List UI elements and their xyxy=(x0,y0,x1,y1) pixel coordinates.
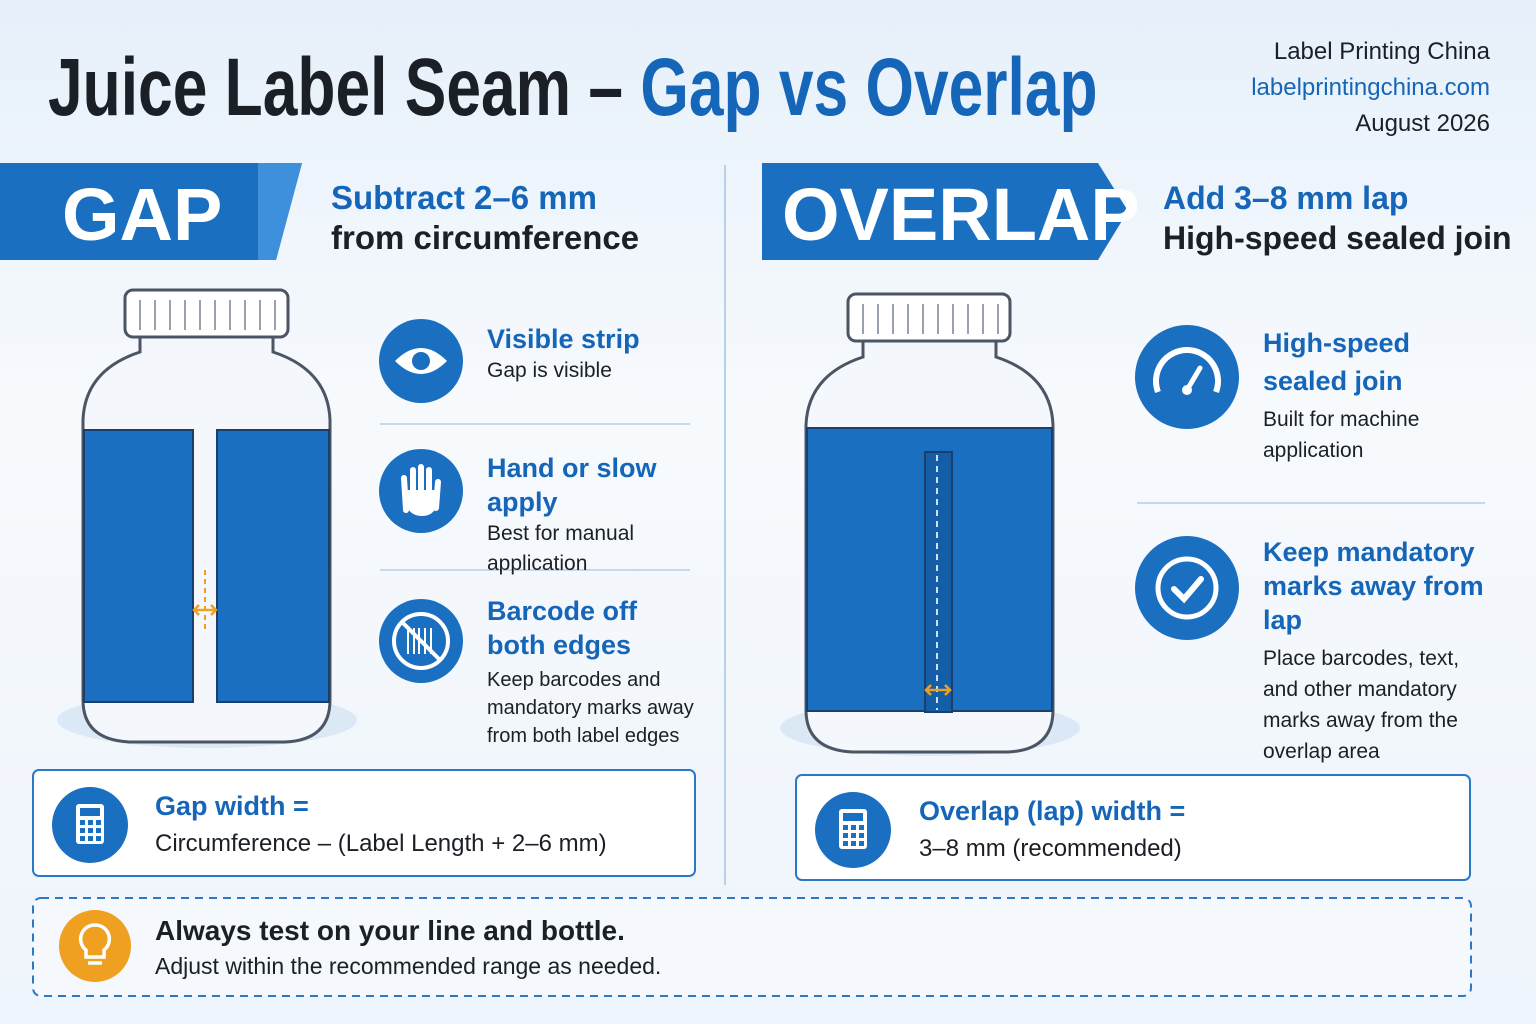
gap-heading: Subtract 2–6 mm from circumference xyxy=(331,178,639,258)
gap-feature: Hand or slow apply Best for manual applic… xyxy=(487,451,707,579)
tip-title: Always test on your line and bottle. xyxy=(155,915,625,946)
feature-text: Gap is visible xyxy=(487,359,612,382)
gap-badge: GAP xyxy=(62,173,223,256)
overlap-subhead: High-speed sealed join xyxy=(1163,220,1512,256)
feature-title: High-speed sealed join xyxy=(1263,328,1411,396)
overlap-headline: Add 3–8 mm lap xyxy=(1163,180,1409,216)
gap-formula: Gap width = Circumference – (Label Length… xyxy=(155,789,607,865)
gap-feature: Visible strip Gap is visible xyxy=(487,322,707,386)
overlap-feature: Keep mandatory marks away from lap Place … xyxy=(1263,535,1513,767)
formula-text: 3–8 mm (recommended) xyxy=(919,835,1182,862)
tip: Always test on your line and bottle. Adju… xyxy=(155,913,661,983)
feature-text: Place barcodes, text, and other mandator… xyxy=(1263,647,1460,763)
overlap-feature: High-speed sealed join Built for machine … xyxy=(1263,324,1503,466)
gap-feature: Barcode off both edges Keep barcodes and … xyxy=(487,594,707,750)
gap-subhead: from circumference xyxy=(331,219,640,256)
feature-title: Keep mandatory marks away from lap xyxy=(1263,537,1484,635)
feature-text: Keep barcodes and mandatory marks away f… xyxy=(487,669,694,747)
brand: Label Printing China xyxy=(1273,38,1490,65)
feature-text: Built for machine application xyxy=(1263,408,1420,462)
formula-text: Circumference – (Label Length + 2–6 mm) xyxy=(155,830,607,857)
feature-title: Hand or slow apply xyxy=(487,453,657,517)
brand-block: Label Printing China labelprintingchina.… xyxy=(1251,34,1490,142)
overlap-badge: OVERLAP xyxy=(782,173,1140,256)
title: Juice Label Seam – Gap vs Overlap xyxy=(48,40,1098,136)
gap-headline: Subtract 2–6 mm xyxy=(331,179,597,216)
title-accent: Gap vs Overlap xyxy=(640,42,1098,133)
formula-label: Overlap (lap) width = xyxy=(919,796,1186,826)
tip-text: Adjust within the recommended range as n… xyxy=(155,953,662,979)
feature-text: Best for manual application xyxy=(487,522,635,575)
url: labelprintingchina.com xyxy=(1251,74,1490,101)
formula-label: Gap width = xyxy=(155,791,309,821)
date: August 2026 xyxy=(1355,110,1490,137)
title-main: Juice Label Seam – xyxy=(48,42,624,133)
feature-title: Visible strip xyxy=(487,324,640,354)
feature-title: Barcode off both edges xyxy=(487,596,638,660)
overlap-heading: Add 3–8 mm lap High-speed sealed join xyxy=(1163,178,1512,258)
overlap-formula: Overlap (lap) width = 3–8 mm (recommended… xyxy=(919,794,1185,870)
